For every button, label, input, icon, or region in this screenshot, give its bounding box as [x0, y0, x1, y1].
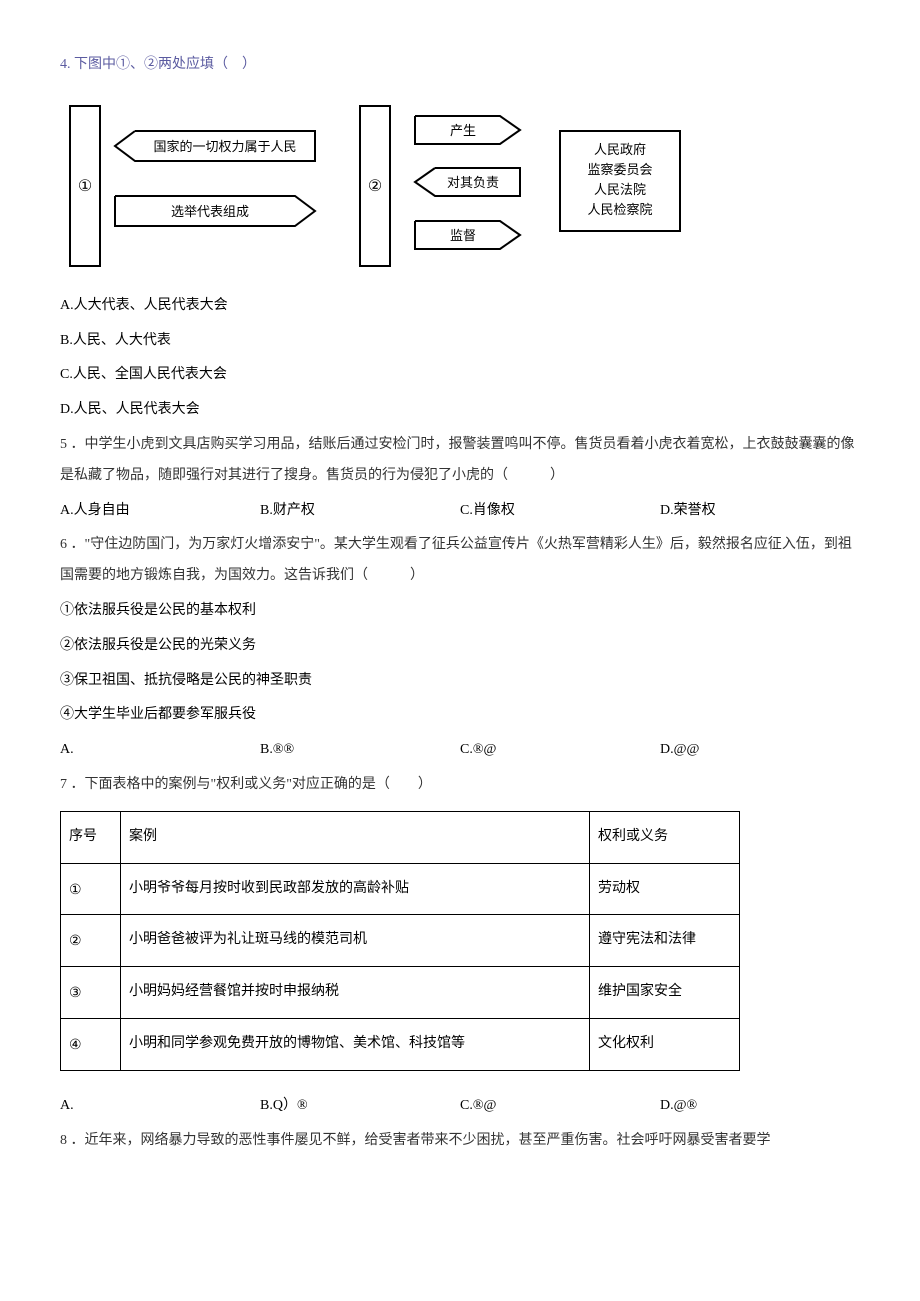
q6-stmt-4: ④大学生毕业后都要参军服兵役 [60, 700, 860, 731]
q4-option-a: A.人大代表、人民代表大会 [60, 291, 860, 322]
q7-r3c0: ④ [61, 1018, 121, 1070]
q7-r2c2: 维护国家安全 [590, 967, 740, 1019]
q6-stmt-2: ②依法服兵役是公民的光荣义务 [60, 631, 860, 662]
q7-option-d: D.@® [660, 1091, 860, 1122]
q6-stmt-3: ③保卫祖国、抵抗侵略是公民的神圣职责 [60, 666, 860, 697]
q5-option-a: A.人身自由 [60, 496, 260, 527]
q7-r2c0: ③ [61, 967, 121, 1019]
q7-r0c1: 小明爷爷每月按时收到民政部发放的高龄补贴 [121, 863, 590, 915]
q5-options: A.人身自由 B.财产权 C.肖像权 D.荣誉权 [60, 496, 860, 527]
rightbox-line1: 监察委员会 [587, 162, 652, 177]
q5-option-d: D.荣誉权 [660, 496, 860, 527]
q7-r3c2: 文化权利 [590, 1018, 740, 1070]
q6-option-d: D.@@ [660, 735, 860, 766]
q6-option-c: C.®@ [460, 735, 660, 766]
q7-r3c1: 小明和同学参观免费开放的博物馆、美术馆、科技馆等 [121, 1018, 590, 1070]
q4-diagram: ① 国家的一切权力属于人民 选举代表组成 ② 产生 对其负责 监督 [60, 96, 860, 276]
arrow3-text: 产生 [450, 123, 476, 138]
q7-r2c1: 小明妈妈经营餐馆并按时申报纳税 [121, 967, 590, 1019]
q7-options: A. B.Q）® C.®@ D.@® [60, 1091, 860, 1122]
q7-r1c2: 遵守宪法和法律 [590, 915, 740, 967]
q7-option-c: C.®@ [460, 1091, 660, 1122]
q7-r0c2: 劳动权 [590, 863, 740, 915]
q6-option-a: A. [60, 735, 260, 766]
q7-table: 序号 案例 权利或义务 ① 小明爷爷每月按时收到民政部发放的高龄补贴 劳动权 ②… [60, 811, 740, 1071]
q7-r1c1: 小明爸爸被评为礼让斑马线的模范司机 [121, 915, 590, 967]
table-row: ② 小明爸爸被评为礼让斑马线的模范司机 遵守宪法和法律 [61, 915, 740, 967]
arrow2-text: 选举代表组成 [171, 204, 249, 219]
q4-option-d: D.人民、人民代表大会 [60, 395, 860, 426]
arrow5-text: 监督 [450, 228, 476, 243]
q6-stem: 6 ．"守住边防国门，为万家灯火增添安宁"。某大学生观看了征兵公益宣传片《火热军… [60, 530, 860, 592]
table-header-row: 序号 案例 权利或义务 [61, 811, 740, 863]
q7-option-a: A. [60, 1091, 260, 1122]
rightbox-line0: 人民政府 [594, 142, 646, 157]
rightbox-line2: 人民法院 [594, 182, 646, 197]
q5-option-b: B.财产权 [260, 496, 460, 527]
box2-label: ② [368, 178, 382, 195]
q7-h2: 权利或义务 [590, 811, 740, 863]
q7-h1: 案例 [121, 811, 590, 863]
q7-option-b: B.Q）® [260, 1091, 460, 1122]
rightbox-line3: 人民检察院 [587, 202, 652, 217]
q4-stem: 4. 下图中①、②两处应填（ ） [60, 50, 860, 81]
table-row: ③ 小明妈妈经营餐馆并按时申报纳税 维护国家安全 [61, 967, 740, 1019]
q6-options: A. B.®® C.®@ D.@@ [60, 735, 860, 766]
q5-option-c: C.肖像权 [460, 496, 660, 527]
q6-option-b: B.®® [260, 735, 460, 766]
q5-stem: 5 ．中学生小虎到文具店购买学习用品，结账后通过安检门时，报警装置鸣叫不停。售货… [60, 430, 860, 492]
q7-h0: 序号 [61, 811, 121, 863]
table-row: ① 小明爷爷每月按时收到民政部发放的高龄补贴 劳动权 [61, 863, 740, 915]
q7-stem: 7 ．下面表格中的案例与"权利或义务"对应正确的是（ ） [60, 770, 860, 801]
q4-option-b: B.人民、人大代表 [60, 326, 860, 357]
arrow4-text: 对其负责 [447, 175, 499, 190]
arrow1-text: 国家的一切权力属于人民 [153, 139, 296, 154]
q4-option-c: C.人民、全国人民代表大会 [60, 360, 860, 391]
q6-stmt-1: ①依法服兵役是公民的基本权利 [60, 596, 860, 627]
q7-r0c0: ① [61, 863, 121, 915]
box1-label: ① [78, 178, 92, 195]
q7-r1c0: ② [61, 915, 121, 967]
q8-stem: 8 ．近年来，网络暴力导致的恶性事件屡见不鲜，给受害者带来不少困扰，甚至严重伤害… [60, 1126, 860, 1157]
table-row: ④ 小明和同学参观免费开放的博物馆、美术馆、科技馆等 文化权利 [61, 1018, 740, 1070]
